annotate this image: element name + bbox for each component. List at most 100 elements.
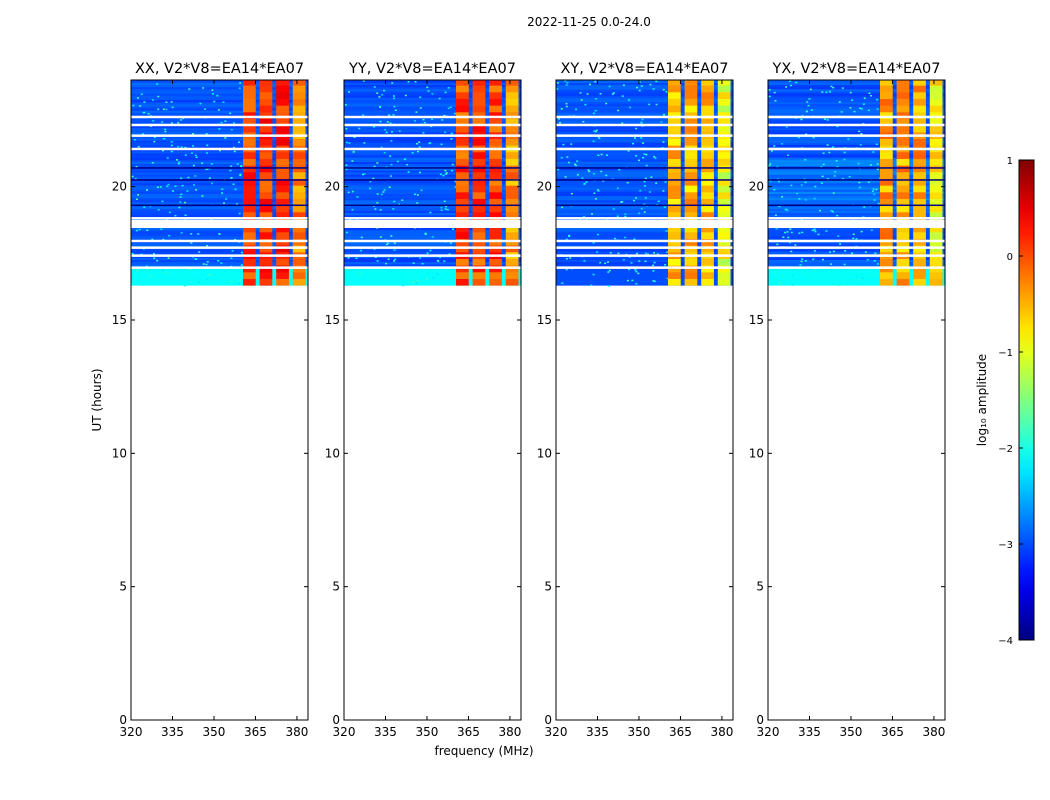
noise-row bbox=[131, 236, 308, 239]
x-tick-label: 350 bbox=[840, 725, 863, 739]
band-cell bbox=[880, 205, 893, 213]
gap-line bbox=[344, 115, 521, 119]
speckle bbox=[644, 177, 647, 180]
band-cell bbox=[243, 272, 256, 279]
speckle bbox=[593, 192, 596, 194]
speckle bbox=[180, 177, 183, 180]
noise-row bbox=[344, 189, 521, 192]
noise-row bbox=[344, 200, 521, 203]
band-cell bbox=[913, 112, 926, 119]
band-cell bbox=[880, 225, 893, 233]
speckle bbox=[812, 136, 815, 139]
speckle bbox=[447, 87, 450, 89]
speckle bbox=[789, 84, 792, 87]
gap-line bbox=[768, 217, 945, 220]
speckle bbox=[232, 183, 235, 185]
dark-line bbox=[768, 167, 945, 169]
speckle bbox=[600, 153, 603, 156]
speckle bbox=[592, 140, 595, 143]
speckle bbox=[380, 193, 383, 196]
speckle bbox=[384, 129, 387, 131]
y-tick-label: 0 bbox=[119, 713, 127, 727]
noise-row bbox=[131, 165, 308, 169]
x-tick-label: 320 bbox=[545, 725, 568, 739]
speckle bbox=[592, 112, 595, 115]
speckle bbox=[831, 210, 834, 213]
noise-row bbox=[131, 189, 308, 192]
band-cell bbox=[292, 92, 306, 99]
speckle bbox=[388, 186, 391, 188]
band-cell bbox=[259, 205, 273, 213]
gap-line bbox=[131, 147, 308, 151]
speckle bbox=[822, 152, 825, 154]
noise-row bbox=[131, 242, 308, 246]
speckle bbox=[156, 186, 159, 188]
speckle bbox=[627, 150, 630, 152]
noise-row bbox=[556, 234, 733, 237]
band-cell bbox=[896, 192, 910, 199]
band-cell bbox=[259, 278, 273, 286]
speckle bbox=[131, 175, 134, 178]
band-cell bbox=[505, 172, 519, 179]
noise-row bbox=[131, 270, 308, 273]
band-cell bbox=[259, 85, 273, 93]
noise-row bbox=[131, 106, 308, 109]
noise-row bbox=[556, 187, 733, 190]
noise-row bbox=[768, 112, 945, 115]
panel-frame bbox=[130, 79, 309, 721]
band-cell bbox=[668, 172, 681, 179]
speckle bbox=[168, 211, 171, 214]
noise-row bbox=[556, 108, 733, 111]
speckle bbox=[393, 249, 396, 251]
speckle bbox=[640, 137, 643, 139]
band-cell bbox=[259, 80, 273, 86]
speckle bbox=[231, 250, 234, 252]
band-cell bbox=[243, 92, 256, 99]
speckle bbox=[170, 144, 173, 147]
band-cell bbox=[259, 258, 273, 266]
speckle bbox=[380, 146, 383, 149]
noise-row bbox=[768, 191, 945, 194]
band-cell bbox=[456, 85, 469, 93]
speckle bbox=[655, 80, 658, 83]
noise-row bbox=[768, 227, 945, 231]
speckle bbox=[412, 262, 415, 264]
speckle bbox=[359, 273, 362, 275]
band-cell bbox=[880, 258, 893, 266]
band-cell bbox=[505, 105, 519, 113]
band-cell bbox=[701, 152, 714, 159]
speckle bbox=[177, 145, 180, 148]
speckle bbox=[413, 193, 416, 196]
band-cell bbox=[276, 92, 289, 99]
gap-line bbox=[131, 246, 308, 249]
speckle bbox=[224, 120, 227, 122]
speckle bbox=[616, 215, 619, 218]
speckle bbox=[167, 183, 170, 186]
speckle bbox=[431, 93, 434, 95]
band-cell bbox=[456, 112, 469, 119]
speckle bbox=[583, 182, 586, 185]
speckle bbox=[416, 280, 419, 282]
speckle bbox=[187, 176, 190, 179]
band-cell bbox=[276, 272, 289, 279]
x-tick-label: 320 bbox=[120, 725, 143, 739]
gap-line bbox=[556, 134, 733, 137]
band-cell bbox=[456, 98, 469, 106]
noise-row bbox=[556, 140, 733, 143]
speckle bbox=[855, 275, 858, 278]
speckle bbox=[164, 130, 167, 133]
speckle bbox=[145, 265, 148, 267]
band-cell bbox=[929, 138, 943, 146]
speckle bbox=[566, 156, 569, 158]
band-cell bbox=[276, 105, 289, 113]
speckle bbox=[630, 262, 633, 264]
gap-line bbox=[131, 254, 308, 257]
speckle bbox=[182, 117, 185, 120]
speckle bbox=[796, 192, 799, 195]
speckle bbox=[445, 173, 448, 175]
noise-row bbox=[344, 155, 521, 158]
speckle bbox=[768, 95, 771, 98]
speckle bbox=[177, 278, 180, 281]
speckle bbox=[784, 231, 787, 234]
band-cell bbox=[292, 278, 306, 286]
